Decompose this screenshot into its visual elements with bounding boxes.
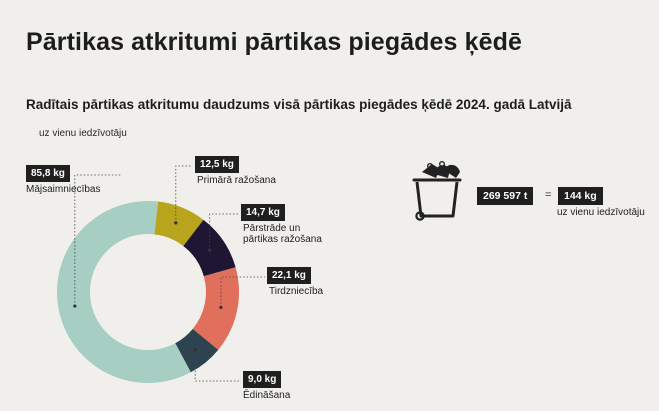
value-label-majsaimniecibas: 85,8 kg [26,165,70,182]
donut-slices [56,200,240,383]
leader-line-primara-razosana [175,165,192,223]
equals-sign: = [545,189,552,201]
donut-slice-parstrade [183,219,236,277]
value-label-parstrade: 14,7 kg [241,204,285,221]
donut-slice-tirdznieciba [192,267,240,350]
donut-slice-edinasana [175,328,219,373]
category-label-edinasana: Ēdināšana [243,390,291,401]
leader-lines [73,165,265,382]
leader-dot-primara-razosana [174,221,178,225]
category-label-tirdznieciba: Tirdzniecība [269,286,324,297]
leader-line-tirdznieciba [220,276,265,308]
trash-bin-icon [412,161,462,221]
total-amount: 269 597 t [477,187,534,205]
category-label-parstrade-line1: Pārstrāde un [243,223,301,234]
leader-dot-majsaimniecibas [73,304,77,308]
per-capita-note: uz vienu iedzīvotāju [557,207,645,218]
donut-slice-majsaimniecibas [56,200,191,383]
category-label-parstrade-line2: pārtikas ražošana [243,234,322,245]
leader-line-parstrade [209,213,239,251]
chart-subtitle: Radītais pārtikas atkritumu daudzums vis… [26,97,572,112]
category-label-majsaimniecibas: Mājsaimniecības [26,184,101,195]
leader-dot-parstrade [208,248,212,252]
leader-dot-tirdznieciba [219,305,223,309]
unit-note: uz vienu iedzīvotāju [39,128,127,139]
page-title: Pārtikas atkritumi pārtikas piegādes ķēd… [26,28,522,56]
category-label-primara-razosana: Primārā ražošana [197,175,276,186]
value-label-edinasana: 9,0 kg [243,371,282,388]
per-capita-amount: 144 kg [558,187,603,205]
value-label-tirdznieciba: 22,1 kg [267,267,311,284]
leader-dot-edinasana [193,348,197,352]
value-label-primara-razosana: 12,5 kg [195,156,239,173]
donut-slice-primara-razosana [154,201,204,247]
leader-line-majsaimniecibas [74,174,121,307]
